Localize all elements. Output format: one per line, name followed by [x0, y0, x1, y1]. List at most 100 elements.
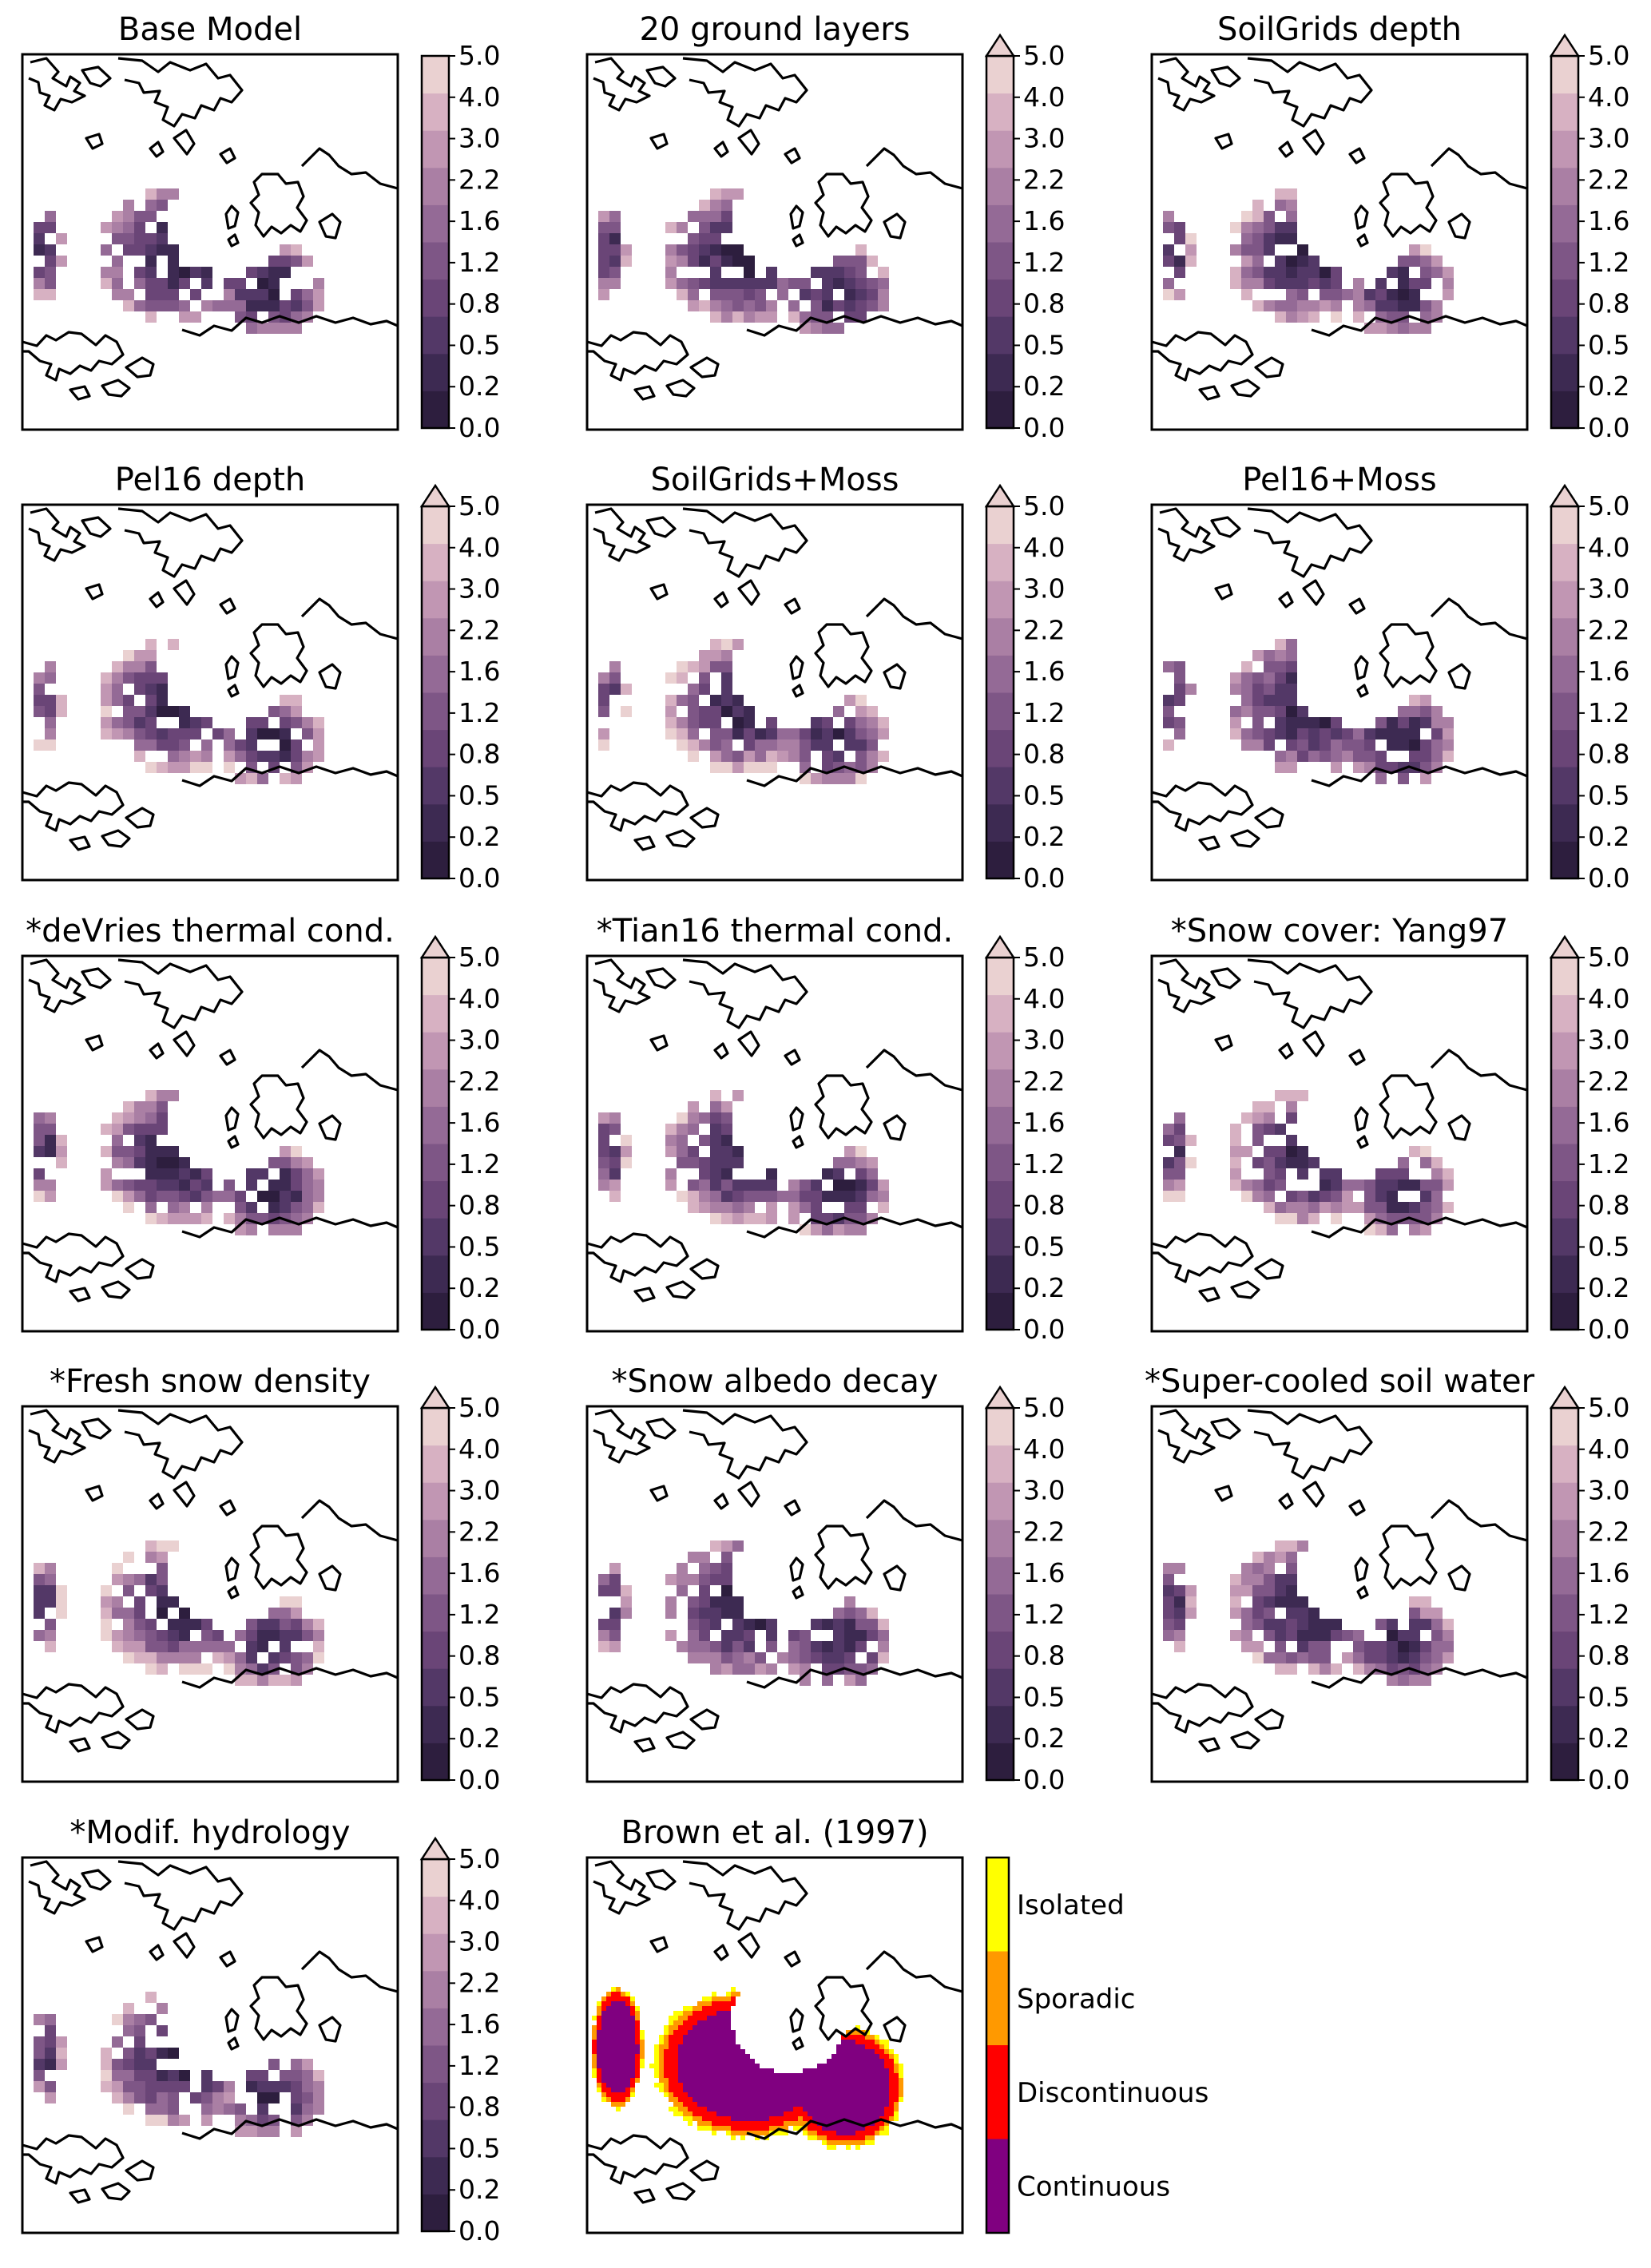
grid-cell: [1264, 1168, 1275, 1180]
permafrost-cell: [822, 2068, 827, 2073]
grid-cell: [755, 739, 766, 751]
colorbar-tick-label: 3.0: [1023, 573, 1065, 605]
colorbar-segment: [422, 2008, 449, 2046]
permafrost-cell: [611, 2054, 616, 2059]
permafrost-cell: [601, 2092, 606, 2097]
permafrost-cell: [673, 2030, 678, 2035]
grid-cell: [291, 1224, 302, 1235]
grid-cell: [721, 1202, 732, 1213]
grid-cell: [811, 1652, 822, 1663]
grid-cell: [1264, 1652, 1275, 1663]
permafrost-cell: [716, 2064, 721, 2068]
permafrost-cell: [822, 2131, 827, 2135]
grid-cell: [1398, 773, 1409, 784]
grid-cell: [101, 2070, 112, 2081]
grid-cell: [291, 1675, 302, 1686]
permafrost-cell: [875, 2107, 879, 2111]
permafrost-cell: [884, 2044, 889, 2049]
coastline: [789, 204, 804, 230]
coastline: [883, 663, 907, 690]
coastline: [1278, 1493, 1294, 1510]
grid-cell: [1375, 773, 1387, 784]
permafrost-cell: [803, 2078, 808, 2083]
permafrost-cell: [726, 2035, 731, 2040]
permafrost-cell: [827, 2092, 831, 2097]
grid-cell: [744, 278, 755, 289]
permafrost-cell: [726, 2049, 731, 2054]
grid-cell: [56, 2059, 67, 2070]
permafrost-cell: [611, 2073, 616, 2078]
permafrost-cell: [721, 2078, 726, 2083]
permafrost-cell: [688, 2054, 693, 2059]
permafrost-cell: [836, 2092, 841, 2097]
grid-cell: [732, 706, 744, 717]
grid-cell: [598, 706, 609, 717]
permafrost-cell: [803, 2126, 808, 2131]
coastline: [649, 583, 669, 601]
grid-cell: [34, 278, 45, 289]
grid-cell: [1443, 751, 1454, 762]
permafrost-cell: [865, 2088, 870, 2092]
grid-cell: [800, 289, 811, 300]
grid-cell: [1252, 1180, 1264, 1191]
permafrost-cell: [659, 2054, 664, 2059]
grid-cell: [867, 289, 878, 300]
permafrost-cell: [894, 2097, 899, 2102]
map-area: [587, 956, 962, 1331]
grid-cell: [1174, 1608, 1185, 1619]
grid-cell: [699, 1112, 710, 1124]
grid-cell: [1409, 1180, 1420, 1191]
permafrost-cell: [625, 2083, 630, 2088]
permafrost-cell: [697, 2102, 702, 2107]
grid-cell: [123, 2070, 134, 2081]
grid-cell: [1174, 728, 1185, 739]
permafrost-cell: [889, 2078, 894, 2083]
permafrost-cell: [640, 2040, 645, 2044]
grid-cell: [621, 1157, 632, 1168]
grid-cell: [134, 650, 145, 661]
permafrost-cell: [841, 2044, 846, 2049]
grid-cell: [744, 1213, 755, 1224]
permafrost-cell: [707, 2025, 712, 2030]
grid-cell: [1443, 267, 1454, 278]
grid-cell: [833, 1180, 844, 1191]
permafrost-cell: [769, 2111, 774, 2116]
grid-cell: [732, 289, 744, 300]
coastline: [249, 623, 308, 688]
colorbar-segment: [1551, 581, 1578, 619]
grid-cell: [1420, 1157, 1431, 1168]
colorbar-segment: [986, 1631, 1014, 1669]
grid-cell: [1375, 289, 1387, 300]
permafrost-cell: [664, 2030, 669, 2035]
grid-cell: [1387, 311, 1398, 323]
grid-cell: [1230, 1157, 1241, 1168]
permafrost-cell: [870, 2073, 875, 2078]
grid-cell: [157, 728, 168, 739]
grid-cell: [755, 1191, 766, 1202]
permafrost-cell: [822, 2107, 827, 2111]
grid-cell: [1342, 1180, 1353, 1191]
grid-cell: [721, 1112, 732, 1124]
grid-cell: [268, 1652, 280, 1663]
grid-cell: [123, 706, 134, 717]
grid-cell: [168, 1641, 179, 1652]
colorbar-segment: [422, 994, 449, 1033]
grid-cell: [732, 256, 744, 267]
permafrost-cell: [798, 2073, 803, 2078]
grid-cell: [1252, 1652, 1264, 1663]
permafrost-cell: [697, 2107, 702, 2111]
permafrost-cell: [894, 2064, 899, 2068]
grid-cell: [201, 762, 212, 773]
coastline: [1198, 1737, 1220, 1753]
permafrost-cell: [635, 2016, 640, 2020]
grid-cell: [190, 267, 201, 278]
permafrost-cell: [616, 2001, 621, 2006]
grid-cell: [56, 1146, 67, 1157]
grid-cell: [710, 211, 721, 222]
permafrost-cell: [640, 2044, 645, 2049]
grid-cell: [1320, 1630, 1331, 1641]
permafrost-cell: [779, 2121, 784, 2126]
grid-cell: [302, 1202, 313, 1213]
grid-cell: [766, 311, 777, 323]
grid-cell: [179, 278, 190, 289]
